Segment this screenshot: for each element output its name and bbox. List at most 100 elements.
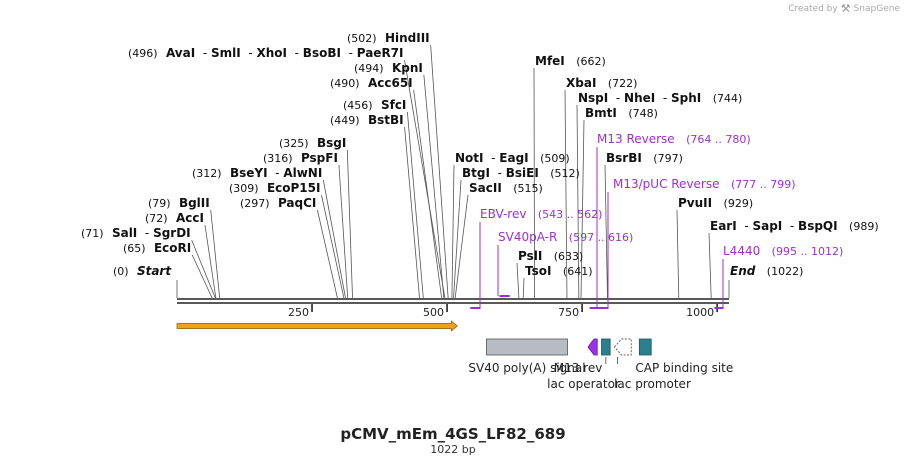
primer-m13-reverse: M13 Reverse (764 .. 780) <box>589 132 751 309</box>
enzyme-gap <box>551 264 562 278</box>
enzyme-site-bglii: (79) BglII <box>148 196 210 210</box>
enzyme-label: (325) BsgI <box>279 136 346 150</box>
enzyme-position: (456) <box>343 99 373 112</box>
enzyme-labels: (0) Start (65) EcoRI(71) SalI - SgrDI(72)… <box>81 31 879 278</box>
primer-sv40pa-r: SV40pA-R (597 .. 616) <box>497 230 633 297</box>
primer-range: (777 .. 799) <box>731 178 796 191</box>
enzyme-site-pspfi: (316) PspFI <box>263 151 338 165</box>
enzyme-site-sfci: (456) SfcI <box>343 98 406 112</box>
enzyme-label: (494) KpnI <box>354 61 423 75</box>
feature-label-lac-promoter: lac promoter <box>614 377 691 391</box>
enzyme-position: (641) <box>563 265 593 278</box>
enzyme-gap <box>617 106 628 120</box>
enzyme-separator: - <box>490 166 506 180</box>
enzyme-site-bsgi: (325) BsgI <box>279 136 346 150</box>
primer-label: M13 Reverse (764 .. 780) <box>597 132 751 146</box>
tick-label-500: 500 <box>423 306 444 319</box>
enzyme-site-avai: (496) AvaI - SmlI - XhoI - BsoBI - PaeR7… <box>128 46 404 60</box>
credit-brand: SnapGene <box>853 3 900 14</box>
enzyme-position: (512) <box>550 167 580 180</box>
snapgene-credit: Created by ⚒ SnapGene <box>788 2 900 15</box>
enzyme-label: PvuII (929) <box>678 196 753 210</box>
enzyme-position: (65) <box>123 242 146 255</box>
leader-line <box>604 164 608 299</box>
feature-lac-promoter <box>613 338 632 356</box>
enzyme-position: (744) <box>713 92 743 105</box>
tick-label-250: 250 <box>288 306 309 319</box>
enzyme-label: MfeI (662) <box>535 54 606 68</box>
enzyme-position: (797) <box>653 152 683 165</box>
snapgene-logo-icon: ⚒ <box>840 2 851 15</box>
enzyme-separator: - <box>195 46 211 60</box>
enzyme-site-bsrbi: BsrBI (797) <box>606 151 683 165</box>
enzyme-gap <box>642 151 653 165</box>
enzyme-site-kpni: (494) KpnI <box>354 61 423 75</box>
enzyme-name: TsoI <box>525 264 551 278</box>
enzyme-name: BseYI <box>222 166 268 180</box>
enzyme-label: (502) HindIII <box>347 31 430 45</box>
leader-line <box>423 74 445 299</box>
tick-label-750: 750 <box>558 306 579 319</box>
primer-annotations: EBV-rev (543 .. 562) SV40pA-R (597 .. 616… <box>470 132 844 309</box>
primer-name: SV40pA-R <box>498 230 569 244</box>
enzyme-separator: - <box>608 91 624 105</box>
enzyme-position: (297) <box>240 197 270 210</box>
enzyme-label: (71) SalI - SgrDI <box>81 226 191 240</box>
primer-range: (995 .. 1012) <box>772 245 844 258</box>
enzyme-position: (989) <box>849 220 879 233</box>
enzyme-name: EagI <box>499 151 528 165</box>
enzyme-position: (494) <box>354 62 384 75</box>
enzyme-name: HindIII <box>377 31 430 45</box>
enzyme-site-tsoi: TsoI (641) <box>525 264 593 278</box>
enzyme-label: BtgI - BsiEI (512) <box>462 166 580 180</box>
enzyme-label: NspI - NheI - SphI (744) <box>578 91 742 105</box>
leader-line <box>404 126 420 299</box>
enzyme-label: (316) PspFI <box>263 151 338 165</box>
enzyme-label: (309) EcoP15I <box>229 181 320 195</box>
enzyme-label: NotI - EagI (509) <box>455 151 570 165</box>
enzyme-name: PaqCI <box>270 196 317 210</box>
enzyme-separator: - <box>484 151 500 165</box>
enzyme-label: (79) BglII <box>148 196 210 210</box>
enzyme-site-bmti: BmtI (748) <box>585 106 658 120</box>
enzyme-label: (72) AccI <box>145 211 204 225</box>
feature-m13-rev <box>587 338 598 356</box>
leader-line <box>454 194 469 299</box>
feature-label-sv40-polya-signal: SV40 poly(A) signal <box>468 361 585 375</box>
enzyme-name: SapI <box>752 219 782 233</box>
enzyme-leader-lines <box>176 44 730 299</box>
enzyme-site-start: (0) Start <box>113 264 172 278</box>
enzyme-site-psli: PslI (633) <box>518 249 583 263</box>
enzyme-separator: - <box>241 46 257 60</box>
leader-line <box>210 209 221 299</box>
enzyme-name: BspQI <box>798 219 838 233</box>
leader-line <box>191 254 213 299</box>
enzyme-separator: - <box>782 219 798 233</box>
enzyme-site-hindiii: (502) HindIII <box>347 31 430 45</box>
enzyme-site-ecop15i: (309) EcoP15I <box>229 181 320 195</box>
enzyme-name: NotI <box>455 151 484 165</box>
credit-prefix: Created by <box>788 3 838 14</box>
enzyme-position: (633) <box>554 250 584 263</box>
enzyme-position: (748) <box>628 107 658 120</box>
enzyme-name: Start <box>129 264 173 278</box>
enzyme-site-eari: EarI - SapI - BspQI (989) <box>710 219 879 233</box>
enzyme-site-btgi: BtgI - BsiEI (512) <box>462 166 580 180</box>
enzyme-name: MfeI <box>535 54 565 68</box>
enzyme-name: BtgI <box>462 166 490 180</box>
enzyme-site-ecori: (65) EcoRI <box>123 241 191 255</box>
leader-line <box>516 262 520 299</box>
enzyme-label: BmtI (748) <box>585 106 658 120</box>
enzyme-name: AvaI <box>158 46 196 60</box>
enzyme-gap <box>755 264 766 278</box>
enzyme-site-noti: NotI - EagI (509) <box>455 151 570 165</box>
enzyme-separator: - <box>341 46 357 60</box>
enzyme-gap <box>701 91 712 105</box>
enzyme-name: PvuII <box>678 196 712 210</box>
enzyme-site-acc65i: (490) Acc65I <box>330 76 413 90</box>
enzyme-position: (72) <box>145 212 168 225</box>
enzyme-gap <box>712 196 723 210</box>
enzyme-name: Acc65I <box>360 76 413 90</box>
